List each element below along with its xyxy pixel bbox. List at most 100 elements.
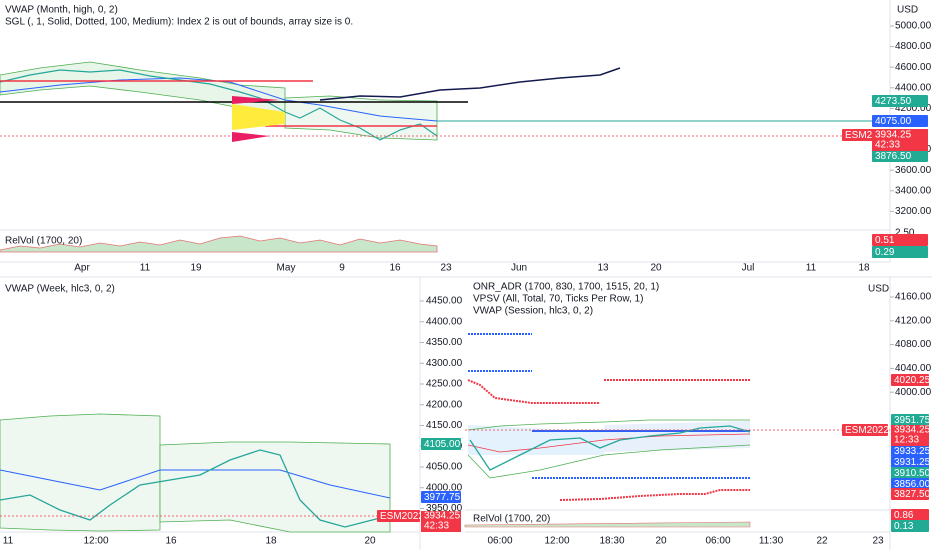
price-tag <box>421 491 461 503</box>
x-tick-label: 18 <box>858 263 870 274</box>
x-tick-label: Jul <box>742 263 755 274</box>
price-tag-label: 3931.25 <box>894 457 931 468</box>
price-tag-label: 4105.00 <box>424 439 461 450</box>
price-tag-label: 42:33 <box>424 521 449 532</box>
x-tick-label: 11:30 <box>759 536 784 547</box>
y-tick-label: 4600.00 <box>895 62 932 73</box>
y-tick-label: 3200.00 <box>895 206 932 217</box>
x-tick-label: 20 <box>364 536 376 547</box>
bottom-left-drawing <box>0 413 420 533</box>
top-chart-drawing <box>0 61 890 253</box>
price-tag-label: 4273.50 <box>875 96 912 107</box>
price-tag-label: 3934.25 <box>894 425 931 436</box>
y-tick-label: 4080.00 <box>895 339 932 350</box>
y-tick-label: 4040.00 <box>895 363 932 374</box>
price-tag-label: 3951.75 <box>894 415 931 426</box>
price-tag-label: ESM2022 <box>845 425 889 436</box>
x-tick-label: 11 <box>140 263 151 274</box>
price-tag-label: 0.13 <box>894 521 914 532</box>
y-tick-label: 4400.00 <box>426 316 463 327</box>
price-tag <box>872 115 928 127</box>
price-tag-label: 3876.50 <box>875 151 912 162</box>
y-tick-label: 4300.00 <box>426 358 463 369</box>
indicator-legend: VPSV (All, Total, 70, Ticks Per Row, 1) <box>473 294 643 305</box>
indicator-legend: VWAP (Month, high, 0, 2) <box>5 5 118 16</box>
price-tag-label: 3977.75 <box>424 492 461 503</box>
x-tick-label: 9 <box>339 263 345 274</box>
x-tick-label: 11 <box>806 263 817 274</box>
indicator-legend: ONR_ADR (1700, 830, 1700, 1515, 20, 1) <box>473 282 659 293</box>
price-tag <box>842 424 888 436</box>
x-tick-label: 22 <box>816 536 828 547</box>
y-tick-label: 4800.00 <box>895 41 932 52</box>
price-tag-label: 0.51 <box>875 235 895 246</box>
x-tick-label: 19 <box>190 263 202 274</box>
bottom-right-drawing <box>464 333 890 528</box>
price-tag <box>377 510 420 522</box>
y-tick-label: 4050.00 <box>426 462 463 473</box>
y-tick-label: 2.50 <box>895 228 915 239</box>
price-tag <box>891 467 929 479</box>
price-tag-label: 42:33 <box>875 140 900 151</box>
price-tag <box>891 488 929 500</box>
price-tag <box>872 150 928 162</box>
y-tick-label: 4350.00 <box>426 337 463 348</box>
price-tag <box>872 246 928 258</box>
y-tick-label: 4000.00 <box>426 482 463 493</box>
x-tick-label: 13 <box>597 263 609 274</box>
y-tick-label: 4200.00 <box>895 103 932 114</box>
indicator-legend: VWAP (Session, hlc3, 0, 2) <box>473 306 593 317</box>
price-tag-label: 4020.25 <box>894 375 931 386</box>
y-tick-label: 4160.00 <box>895 292 932 303</box>
y-tick-label: 4120.00 <box>895 315 932 326</box>
y-tick-label: 4000.00 <box>895 387 932 398</box>
price-tag-label: 3827.50 <box>894 489 931 500</box>
x-tick-label: May <box>277 263 296 274</box>
x-tick-label: 06:00 <box>705 536 730 547</box>
price-tag-label: 3933.25 <box>894 446 931 457</box>
y-tick-label: 5000.00 <box>895 21 932 32</box>
x-tick-label: 18 <box>265 536 277 547</box>
indicator-legend: VWAP (Week, hlc3, 0, 2) <box>5 284 115 295</box>
y-tick-label: 3400.00 <box>895 185 932 196</box>
y-tick-label: 4250.00 <box>426 379 463 390</box>
price-tag <box>872 129 928 151</box>
y-tick-label: 4400.00 <box>895 82 932 93</box>
price-tag-label: 3934.25 <box>424 511 461 522</box>
y-tick-label: 4150.00 <box>426 420 463 431</box>
price-tag <box>891 509 929 521</box>
price-tag <box>421 511 461 532</box>
indicator-legend: SGL (, 1, Solid, Dotted, 100, Medium): I… <box>5 17 353 28</box>
price-tag-label: 3934.25 <box>875 130 912 141</box>
x-tick-label: 16 <box>165 536 177 547</box>
x-tick-label: 18:30 <box>599 536 624 547</box>
price-tag-label: 3910.50 <box>894 468 931 479</box>
x-tick-label: 12:00 <box>544 536 569 547</box>
x-tick-label: 11 <box>3 536 14 547</box>
price-tag <box>891 478 929 490</box>
price-tag-label: ESM2022 <box>380 511 424 522</box>
indicator-legend: RelVol (1700, 20) <box>5 236 82 247</box>
price-tag-label: 4075.00 <box>875 116 912 127</box>
indicator-legend: RelVol (1700, 20) <box>473 514 550 525</box>
price-tag-label: ESM2022 <box>845 130 889 141</box>
y-tick-label: 4200.00 <box>426 399 463 410</box>
x-tick-label: Jun <box>511 263 527 274</box>
price-tag <box>891 445 929 457</box>
price-tag <box>891 456 929 468</box>
x-tick-label: Apr <box>74 263 90 274</box>
x-tick-label: 20 <box>655 536 667 547</box>
currency: USD <box>868 284 889 295</box>
y-tick-label: 4450.00 <box>426 296 463 307</box>
x-tick-label: 06:00 <box>487 536 512 547</box>
price-tag-label: 0.86 <box>894 510 914 521</box>
price-tag <box>891 414 929 426</box>
x-tick-label: 16 <box>389 263 401 274</box>
x-tick-label: 20 <box>650 263 662 274</box>
price-tag-label: 3856.00 <box>894 479 931 490</box>
price-tag-label: 0.29 <box>875 247 895 258</box>
y-tick-label: 3600.00 <box>895 165 932 176</box>
x-tick-label: 12:00 <box>83 536 108 547</box>
y-tick-label: 3950.00 <box>426 503 463 514</box>
